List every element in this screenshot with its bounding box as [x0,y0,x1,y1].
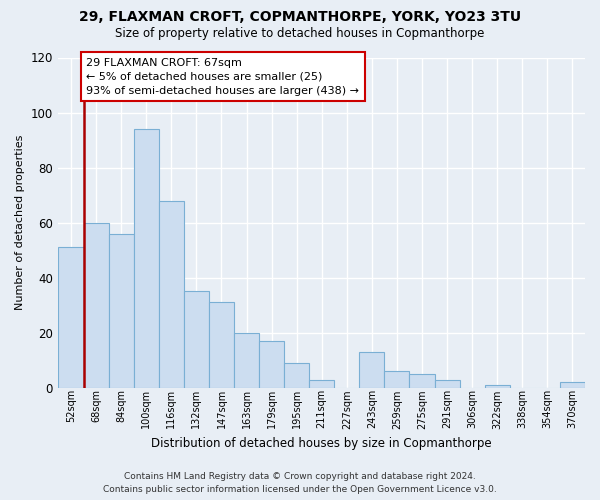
Text: Contains HM Land Registry data © Crown copyright and database right 2024.
Contai: Contains HM Land Registry data © Crown c… [103,472,497,494]
Bar [134,129,159,388]
Bar [159,200,184,388]
Text: Size of property relative to detached houses in Copmanthorpe: Size of property relative to detached ho… [115,28,485,40]
Bar [83,222,109,388]
Bar [209,302,234,388]
Bar [109,234,134,388]
Bar [560,382,585,388]
Bar [359,352,385,388]
Bar [234,332,259,388]
Bar [434,380,460,388]
Y-axis label: Number of detached properties: Number of detached properties [15,135,25,310]
Bar [58,248,83,388]
Bar [284,363,309,388]
Text: 29 FLAXMAN CROFT: 67sqm
← 5% of detached houses are smaller (25)
93% of semi-det: 29 FLAXMAN CROFT: 67sqm ← 5% of detached… [86,58,359,96]
Bar [485,385,510,388]
X-axis label: Distribution of detached houses by size in Copmanthorpe: Distribution of detached houses by size … [151,437,492,450]
Bar [259,341,284,388]
Text: 29, FLAXMAN CROFT, COPMANTHORPE, YORK, YO23 3TU: 29, FLAXMAN CROFT, COPMANTHORPE, YORK, Y… [79,10,521,24]
Bar [385,372,409,388]
Bar [409,374,434,388]
Bar [309,380,334,388]
Bar [184,292,209,388]
